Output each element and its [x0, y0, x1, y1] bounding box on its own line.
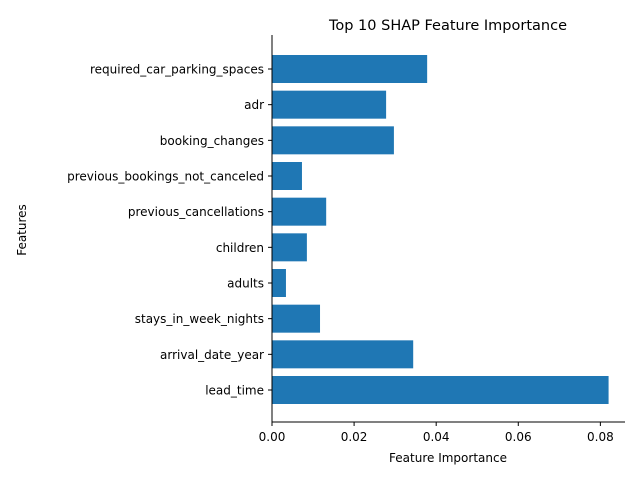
x-tick-label: 0.04	[423, 430, 450, 444]
y-tick-label: stays_in_week_nights	[135, 312, 264, 326]
bar-adr	[272, 90, 387, 119]
x-tick-label: 0.06	[505, 430, 532, 444]
y-tick-label: children	[216, 241, 264, 255]
y-tick-label: previous_bookings_not_canceled	[67, 170, 264, 184]
bar-arrival_date_year	[272, 340, 414, 369]
y-tick-label: booking_changes	[160, 134, 264, 148]
x-ticks: 0.00 0.02 0.04 0.06 0.08	[259, 422, 614, 444]
y-tick-label: required_car_parking_spaces	[90, 63, 264, 77]
x-axis-label: Feature Importance	[389, 451, 507, 465]
x-tick-label: 0.08	[587, 430, 614, 444]
x-tick-label: 0.00	[259, 430, 286, 444]
bar-required_car_parking_spaces	[272, 55, 428, 83]
y-tick-label: lead_time	[205, 384, 264, 398]
y-tick-label: adults	[227, 277, 264, 291]
y-tick-label: previous_cancellations	[128, 205, 264, 219]
bar-children	[272, 233, 307, 262]
bar-stays_in_week_nights	[272, 304, 321, 333]
bar-booking_changes	[272, 126, 394, 155]
y-axis-label: Features	[15, 204, 29, 256]
bar-adults	[272, 269, 286, 297]
bars-group	[272, 55, 609, 404]
y-tick-label: adr	[244, 98, 264, 112]
bar-lead_time	[272, 376, 609, 404]
bar-previous_bookings_not_canceled	[272, 162, 302, 190]
chart-title: Top 10 SHAP Feature Importance	[328, 18, 567, 34]
bar-previous_cancellations	[272, 197, 327, 226]
x-tick-label: 0.02	[341, 430, 368, 444]
y-tick-label: arrival_date_year	[160, 348, 264, 362]
